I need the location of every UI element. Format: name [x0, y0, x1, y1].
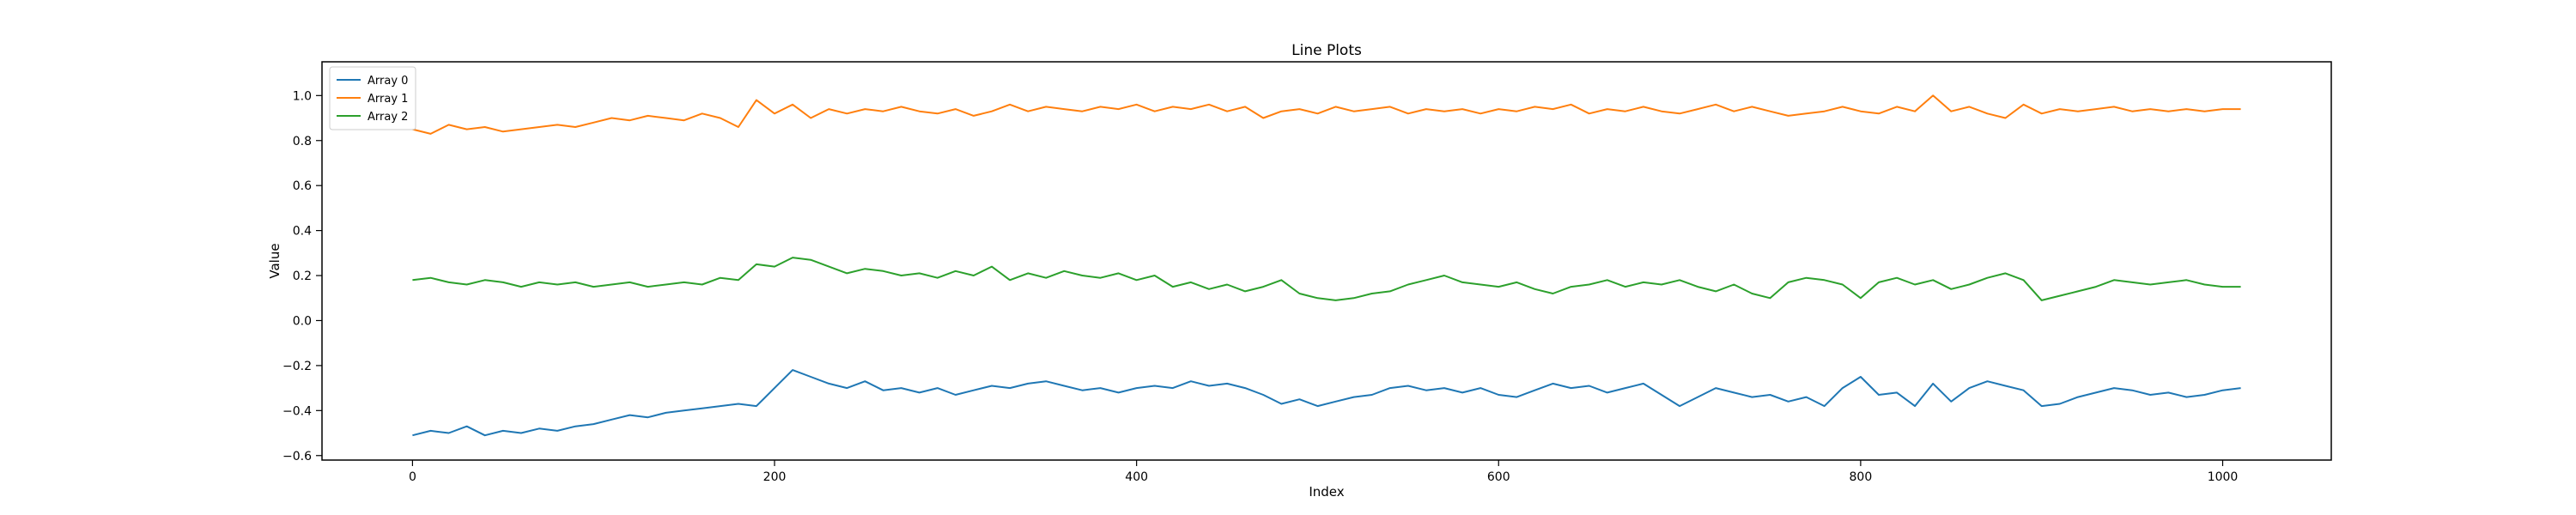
y-tick-label: 0.6: [293, 179, 312, 193]
legend-label: Array 0: [368, 75, 408, 88]
x-tick-label: 800: [1850, 470, 1873, 484]
y-tick-label: 1.0: [293, 89, 312, 103]
legend-label: Array 1: [368, 93, 408, 106]
plot-area: [321, 61, 2332, 461]
y-tick-label: 0.2: [293, 270, 312, 283]
legend-label: Array 2: [368, 111, 408, 124]
x-tick-label: 200: [763, 470, 787, 484]
series-line-array-2: [412, 257, 2241, 301]
y-tick-label: −0.2: [283, 360, 312, 373]
x-tick-label: 0: [409, 470, 416, 484]
y-tick-label: 0.0: [293, 314, 312, 328]
y-tick-label: −0.6: [283, 450, 312, 464]
legend-box: [329, 66, 416, 130]
y-axis-label: Value: [267, 243, 283, 278]
series-layer: [412, 94, 2241, 437]
x-tick-label: 1000: [2208, 470, 2239, 484]
y-tick-label: −0.4: [283, 404, 312, 418]
y-tick-label: 0.4: [293, 225, 312, 239]
y-tick-label: 0.8: [293, 135, 312, 148]
chart-title: Line Plots: [1291, 42, 1362, 59]
x-tick-label: 400: [1125, 470, 1148, 484]
x-tick-label: 600: [1487, 470, 1510, 484]
series-line-array-1: [412, 94, 2241, 135]
series-line-array-0: [412, 369, 2241, 437]
y-axis: −0.6 −0.4 −0.2 0.0 0.2 0.4 0.6 0.8 1.0: [283, 89, 322, 464]
x-axis-label: Index: [1309, 484, 1344, 500]
x-axis: 0 200 400 600 800 1000: [409, 460, 2238, 484]
legend: Array 0 Array 1 Array 2: [329, 66, 416, 130]
